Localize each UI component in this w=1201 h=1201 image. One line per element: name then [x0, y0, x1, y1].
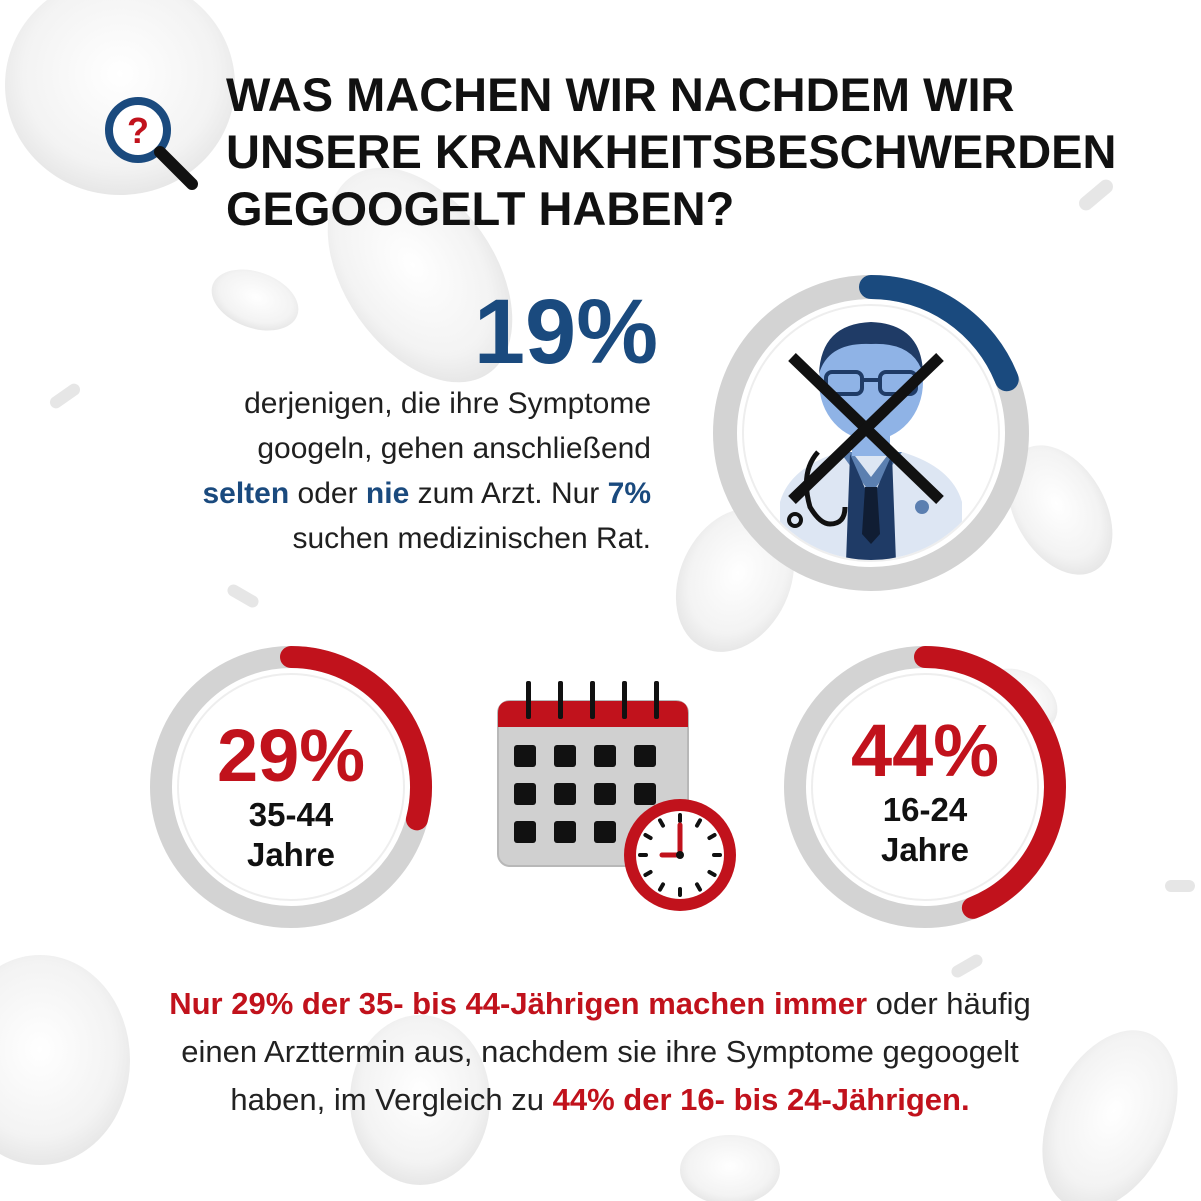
- ring-percent: 29%: [216, 714, 366, 797]
- description-line: derjenigen, die ihre Symptome: [244, 387, 651, 420]
- text-fragment: haben, im Vergleich zu: [230, 1082, 553, 1117]
- doctor-crossed-icon: [780, 322, 962, 560]
- description-line: selten oder nie zum Arzt. Nur 7%: [100, 471, 651, 516]
- pill-shape: [1079, 179, 1113, 211]
- description-line: suchen medizinischen Rat.: [292, 522, 651, 555]
- clock-tick: [707, 833, 717, 840]
- ring-age-range: 16-24: [882, 791, 968, 828]
- pill-shape: [1165, 880, 1195, 892]
- highlight-29-percent: Nur 29% der 35- bis 44-Jährigen machen i…: [169, 986, 868, 1021]
- clock-tick: [643, 870, 653, 877]
- question-search-icon: ?: [105, 97, 198, 190]
- ring-age-range: 35-44: [248, 796, 334, 833]
- clock-icon: [624, 799, 736, 911]
- doctor-ring-chart: [713, 275, 1029, 591]
- clock-tick: [658, 882, 665, 892]
- text-fragment: oder: [289, 477, 366, 510]
- clock-tick: [643, 833, 653, 840]
- blood-cell-shape: [350, 1015, 490, 1185]
- title-line: WAS MACHEN WIR NACHDEM WIR: [226, 68, 1015, 121]
- blood-cell-shape: [211, 269, 299, 331]
- summary-line: einen Arzttermin aus, nachdem sie ihre S…: [181, 1034, 1019, 1069]
- pill-shape: [951, 954, 983, 978]
- blood-cell-shape: [327, 167, 513, 383]
- ring-progress: [859, 275, 1019, 392]
- page-title: WAS MACHEN WIR NACHDEM WIR UNSERE KRANKH…: [226, 66, 1156, 237]
- ring-progress: [914, 646, 1066, 919]
- description-line: googeln, gehen anschließend: [257, 432, 651, 465]
- highlight-selten: selten: [202, 477, 290, 510]
- bottom-summary: Nur 29% der 35- bis 44-Jährigen machen i…: [80, 980, 1120, 1124]
- calendar-icon: [497, 681, 736, 911]
- summary-line: haben, im Vergleich zu 44% der 16- bis 2…: [80, 1076, 1120, 1124]
- clock-tick: [707, 870, 717, 877]
- ring-percent: 44%: [850, 709, 1000, 792]
- highlight-nie: nie: [365, 477, 410, 510]
- blood-cell-shape: [1042, 1030, 1178, 1201]
- pill-shape: [227, 584, 259, 608]
- ring-unit: Jahre: [246, 836, 336, 873]
- highlight-seven-percent: 7%: [607, 477, 651, 510]
- text-fragment: zum Arzt. Nur: [409, 477, 608, 510]
- ring-chart-35-44: [150, 646, 432, 928]
- blood-cell-shape: [1007, 445, 1113, 575]
- blood-cell-shape: [680, 1135, 780, 1201]
- ring-unit: Jahre: [880, 831, 970, 868]
- clock-tick: [658, 818, 665, 828]
- blood-cell-shape: [5, 0, 235, 195]
- question-mark: ?: [127, 110, 149, 151]
- summary-line: Nur 29% der 35- bis 44-Jährigen machen i…: [80, 980, 1120, 1028]
- highlight-44-percent: 44% der 16- bis 24-Jährigen.: [552, 1082, 970, 1117]
- main-stat-value: 19%: [473, 281, 658, 383]
- ring-label-16-24: 44% 16-24 Jahre: [815, 712, 1035, 870]
- pill-shape: [49, 383, 81, 409]
- text-fragment: oder häufig: [867, 986, 1031, 1021]
- main-stat-description: derjenigen, die ihre Symptome googeln, g…: [100, 381, 651, 561]
- clock-tick: [695, 818, 702, 828]
- clock-tick: [695, 882, 702, 892]
- blood-cell-shape: [0, 955, 130, 1165]
- ring-chart-16-24: [784, 646, 1066, 928]
- title-line: GEGOOGELT HABEN?: [226, 182, 735, 235]
- title-line: UNSERE KRANKHEITSBESCHWERDEN: [226, 125, 1117, 178]
- ring-progress: [280, 646, 432, 831]
- ring-label-35-44: 29% 35-44 Jahre: [181, 717, 401, 875]
